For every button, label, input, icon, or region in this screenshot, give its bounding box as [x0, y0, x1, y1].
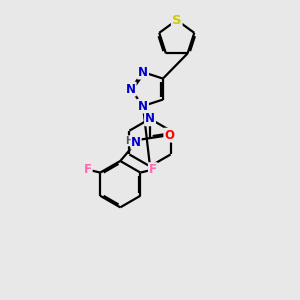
Text: S: S: [172, 14, 182, 27]
Text: N: N: [138, 66, 148, 79]
Text: O: O: [164, 129, 174, 142]
Text: N: N: [126, 82, 136, 96]
Text: N: N: [131, 136, 141, 149]
Text: N: N: [138, 100, 148, 112]
Text: H: H: [125, 136, 133, 146]
Text: N: N: [145, 112, 155, 125]
Text: F: F: [149, 163, 157, 176]
Text: F: F: [84, 163, 92, 176]
